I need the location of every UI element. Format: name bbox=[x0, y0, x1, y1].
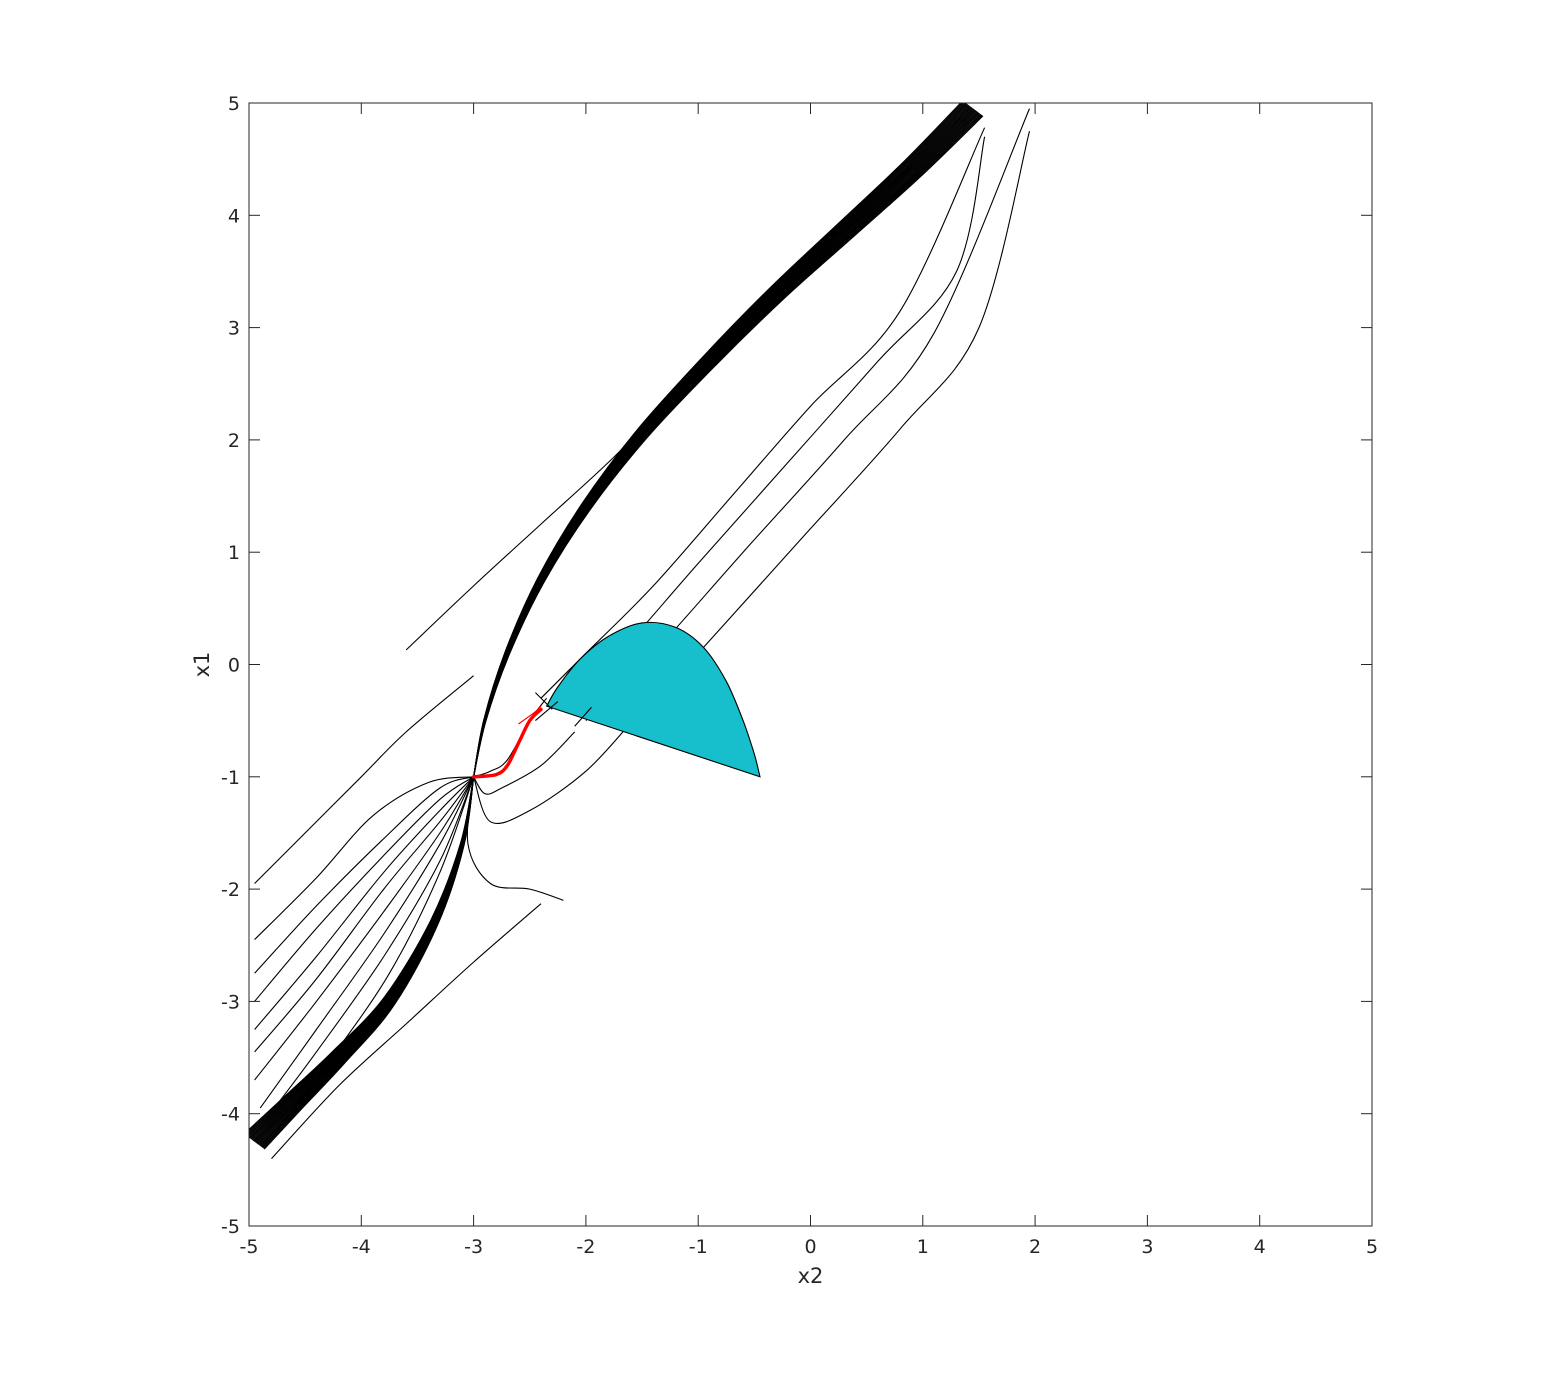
trajectory-9 bbox=[473, 722, 632, 825]
y-tick-label: 5 bbox=[228, 93, 240, 115]
band-1-trajectory-25 bbox=[263, 776, 475, 1150]
x-tick-label: -4 bbox=[352, 1236, 371, 1258]
x-tick-label: -3 bbox=[464, 1236, 483, 1258]
highlight-trajectory-thin bbox=[518, 705, 542, 725]
axes: -5 -4 -3 -2 -1 0 1 2 3 4 5 -5 -4 -3 -2 -1 0 1 2 3 4 5 bbox=[221, 93, 1378, 1258]
trajectory-16 bbox=[254, 776, 475, 1081]
y-tick-label: 4 bbox=[228, 205, 240, 227]
y-tick-label: -2 bbox=[221, 879, 240, 901]
y-tick-label: -5 bbox=[221, 1216, 240, 1238]
trajectory-6 bbox=[254, 675, 474, 884]
x-tick-label: 2 bbox=[1029, 1236, 1041, 1258]
trajectory-12 bbox=[254, 776, 474, 974]
y-tick-label: -1 bbox=[221, 767, 240, 789]
trajectory-1 bbox=[540, 127, 986, 699]
region-fill bbox=[545, 621, 761, 778]
x-tick-label: -2 bbox=[576, 1236, 595, 1258]
y-tick-label: 0 bbox=[228, 655, 240, 677]
trajectory-11 bbox=[254, 776, 474, 940]
y-tick-label: -4 bbox=[221, 1104, 240, 1126]
trajectory-10 bbox=[466, 776, 564, 901]
trajectory-8 bbox=[473, 731, 576, 795]
y-tick-label: -3 bbox=[221, 991, 240, 1013]
crossing-segment-0 bbox=[535, 692, 553, 710]
x-axis-label: x2 bbox=[798, 1264, 824, 1288]
highlight-trajectory bbox=[471, 707, 543, 779]
band-0-trajectory-25 bbox=[473, 115, 984, 777]
trajectory-0 bbox=[405, 394, 677, 651]
crossing-segment-2 bbox=[574, 706, 592, 727]
crossing-segment-1 bbox=[535, 701, 559, 722]
x-tick-label: 5 bbox=[1366, 1236, 1378, 1258]
y-tick-label: 3 bbox=[228, 318, 240, 340]
x-tick-label: -1 bbox=[689, 1236, 708, 1258]
trajectory-17 bbox=[259, 776, 475, 1109]
trajectory-5 bbox=[271, 903, 542, 1159]
x-tick-label: -5 bbox=[240, 1236, 259, 1258]
x-tick-label: 4 bbox=[1254, 1236, 1266, 1258]
y-axis-label: x1 bbox=[190, 652, 214, 678]
x-tick-label: 3 bbox=[1141, 1236, 1153, 1258]
y-tick-label: 2 bbox=[228, 430, 240, 452]
trajectory-14 bbox=[254, 776, 474, 1030]
plot-area bbox=[249, 103, 1031, 1159]
x-tick-label: 0 bbox=[804, 1236, 816, 1258]
trajectory-15 bbox=[254, 776, 475, 1053]
y-tick-label: 1 bbox=[228, 542, 240, 564]
trajectory-13 bbox=[254, 776, 474, 1002]
x-tick-label: 1 bbox=[917, 1236, 929, 1258]
trajectory-18 bbox=[265, 776, 475, 1120]
plot-data-group bbox=[249, 103, 1031, 1159]
trajectory-19 bbox=[276, 776, 475, 1131]
